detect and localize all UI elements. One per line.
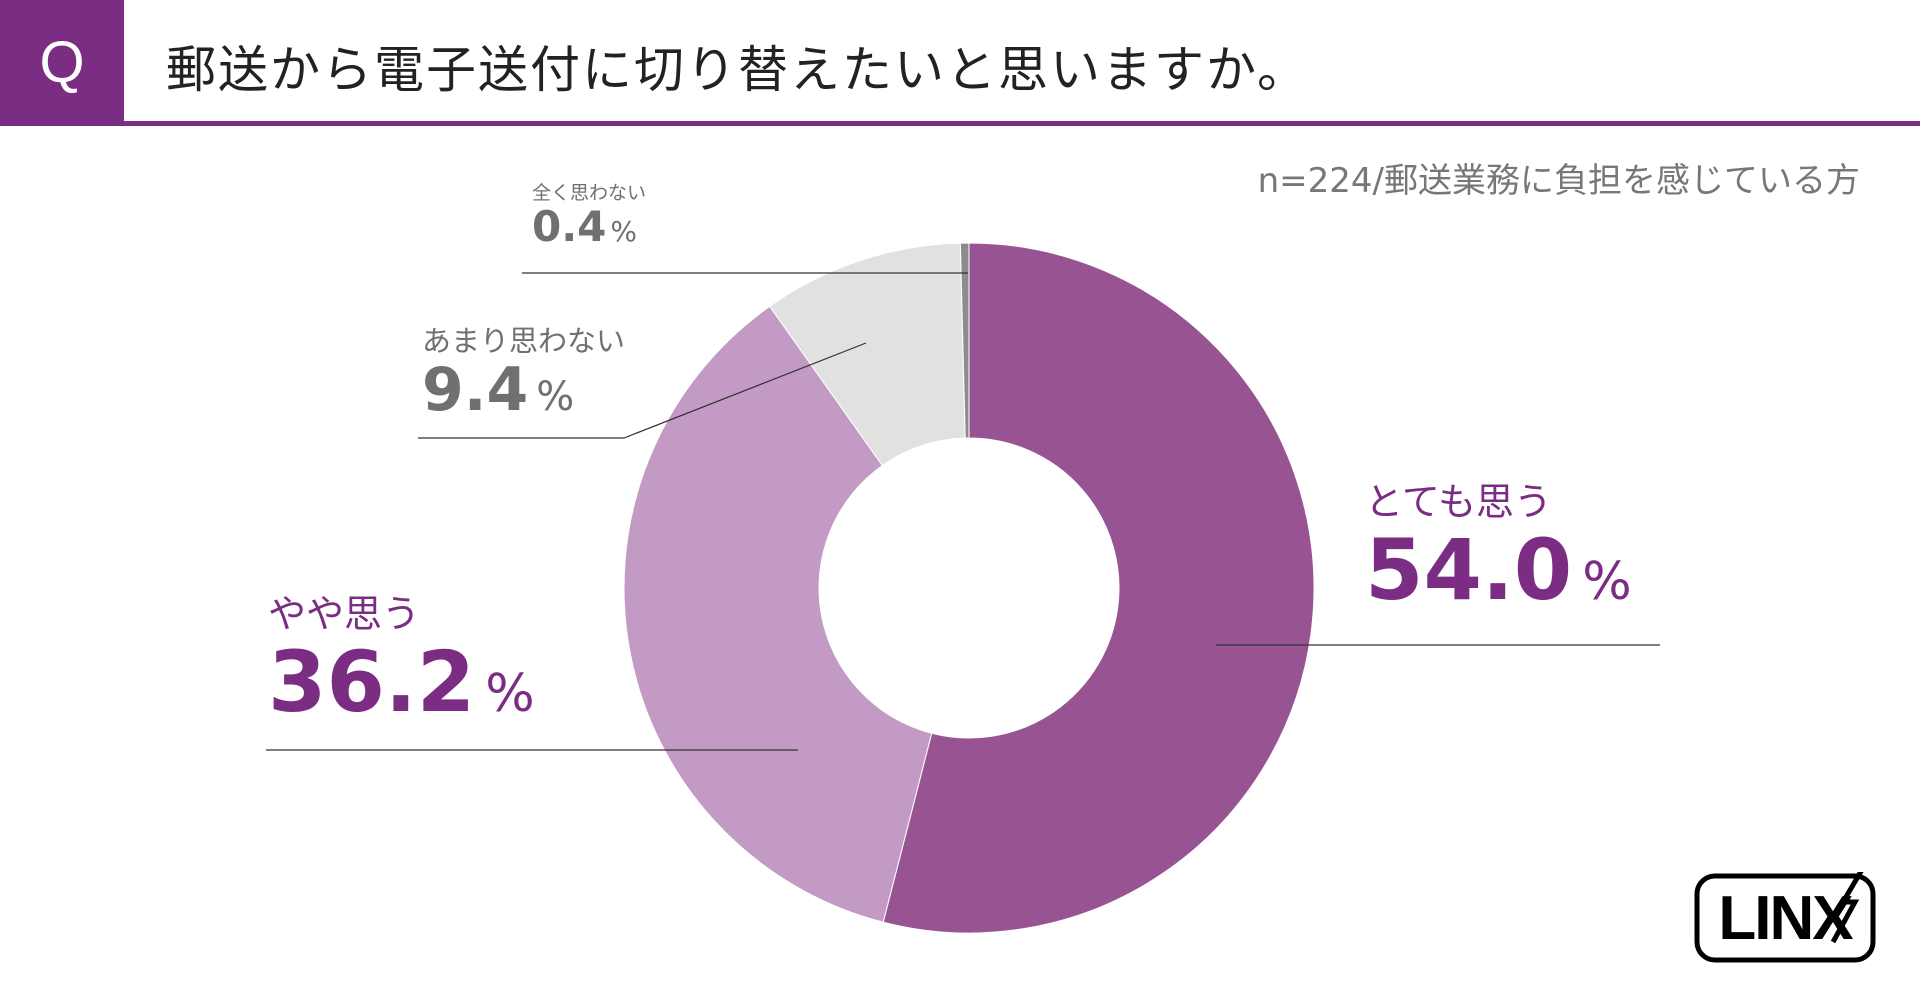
- label-yaya-omou: やや思う 36.2%: [268, 592, 535, 726]
- page-title: 郵送から電子送付に切り替えたいと思いますか。: [166, 41, 1309, 99]
- linx-logo: LINX: [1693, 866, 1877, 964]
- slice-label-value: 36.2%: [268, 637, 535, 726]
- slice-yaya-omou: [623, 305, 933, 923]
- logo-frame: [1694, 866, 1876, 963]
- slice-label-name: やや思う: [268, 592, 421, 636]
- leader-line-amari-omowanai: [418, 342, 867, 439]
- slice-value-number: 9.4: [422, 354, 529, 425]
- percent-sign: %: [610, 214, 638, 248]
- percent-sign: %: [1582, 551, 1632, 612]
- label-totemo-omou: とても思う 54.0%: [1365, 480, 1632, 614]
- label-mattaku-omowanai: 全く思わない 0.4%: [532, 182, 646, 249]
- question-mark: Q: [39, 29, 85, 95]
- slice-label-name: とても思う: [1365, 480, 1552, 524]
- slice-totemo-omou: [882, 242, 1315, 934]
- slice-value-number: 0.4: [532, 201, 607, 251]
- slice-label-name: あまり思わない: [422, 324, 626, 358]
- slice-label-value: 0.4%: [532, 201, 646, 251]
- percent-sign: %: [536, 373, 575, 420]
- sample-size-note: n=224/郵送業務に負担を感じている方: [1257, 161, 1860, 201]
- label-amari-omowanai: あまり思わない 9.4%: [422, 324, 625, 422]
- slice-value-number: 36.2: [268, 632, 476, 731]
- title-divider: [0, 121, 1920, 126]
- slice-label-name: 全く思わない: [532, 182, 647, 204]
- slice-value-number: 54.0: [1365, 520, 1573, 619]
- slice-mattaku-omowanai: [959, 242, 970, 439]
- slice-label-value: 54.0%: [1365, 525, 1632, 614]
- percent-sign: %: [485, 663, 535, 724]
- logo-text: LINX: [1718, 883, 1853, 953]
- slice-amari-omowanai: [769, 242, 966, 467]
- question-badge: Q: [0, 0, 124, 124]
- slice-label-value: 9.4%: [422, 358, 625, 422]
